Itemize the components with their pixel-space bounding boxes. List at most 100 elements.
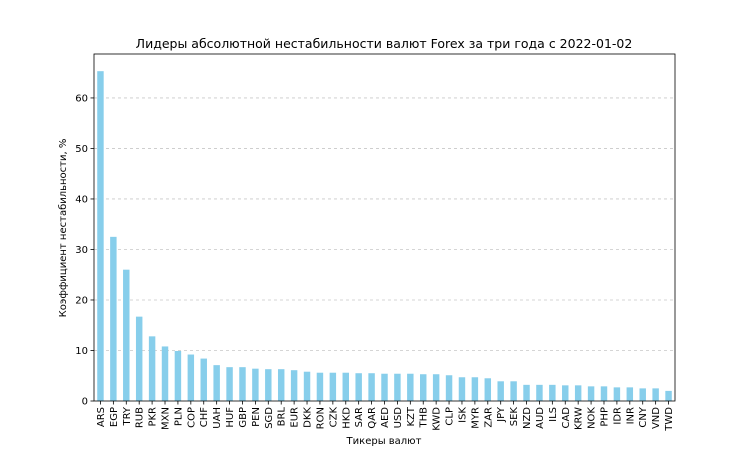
x-tick-label-try: TRY [122,406,133,426]
x-tick-label-thb: THB [419,407,430,429]
x-tick-label-sek: SEK [509,407,520,427]
y-tick-label: 30 [75,245,88,256]
bar-pkr [148,336,156,401]
plot-frame [93,53,676,402]
bar-aed [381,373,388,401]
bar-pen [252,368,259,401]
x-tick-label-nok: NOK [587,407,598,429]
x-tick-label-cny: CNY [638,406,649,427]
x-tick-label-sgd: SGD [264,407,275,429]
bar-dkk [303,371,311,401]
bar-sgd [265,369,272,401]
x-tick-label-mxn: MXN [161,407,172,430]
bar-mxn [161,346,169,401]
bar-try [123,269,130,401]
bar-vnd [652,388,659,401]
bar-pln [174,350,182,401]
bar-kzt [407,373,414,401]
bar-ars [97,71,104,401]
bar-clp [445,375,453,401]
x-tick-label-egp: EGP [109,407,120,427]
bar-usd [394,373,401,401]
gridlines [94,97,675,351]
x-tick-label-rub: RUB [135,407,146,428]
bar-krw [574,385,582,401]
bar-sek [510,381,517,401]
x-tick-label-czk: CZK [328,407,339,428]
chart-title: Лидеры абсолютной нестабильности валют F… [136,36,633,51]
bar-ils [549,384,556,401]
bar-egp [110,236,117,401]
bar-czk [329,372,337,401]
bar-qar [368,373,375,401]
x-tick-label-usd: USD [393,407,404,429]
x-tick-label-twd: TWD [664,407,675,432]
x-tick-label-aed: AED [380,407,391,428]
y-tick-label: 20 [75,295,88,306]
bar-nzd [523,384,530,401]
x-tick-label-sar: SAR [354,407,365,427]
x-tick-label-kwd: KWD [432,407,443,431]
bar-gbp [239,367,246,401]
x-tick-label-nzd: NZD [522,407,533,429]
x-tick-label-inr: INR [625,407,636,424]
x-tick-label-dkk: DKK [303,407,314,428]
bar-thb [420,374,427,401]
x-tick-label-krw: KRW [574,407,585,430]
bars [97,71,672,401]
bar-ron [316,372,324,401]
x-tick-label-eur: EUR [290,407,301,428]
bar-inr [626,387,634,401]
x-tick-label-pkr: PKR [148,407,159,427]
x-tick-label-pln: PLN [173,407,184,426]
bar-kwd [432,374,440,401]
bar-isk [458,377,466,401]
bar-cop [187,354,195,401]
bar-nok [587,386,595,401]
y-axis-ticks: 0 10 20 30 40 50 60 [75,93,94,408]
x-tick-label-brl: BRL [277,407,288,427]
x-axis-label: Тикеры валют [346,436,422,447]
x-tick-label-huf: HUF [225,407,236,428]
y-tick-label: 40 [75,194,88,205]
x-tick-label-ars: ARS [96,407,107,427]
x-tick-label-zar: ZAR [483,407,494,428]
bar-huf [226,367,233,401]
x-axis-ticks: ARS EGP TRY RUB PKR MXN PLN COP CHF UAH HUF GBP PEN S… [96,401,675,432]
bar-jpy [497,381,504,401]
x-tick-label-chf: CHF [199,407,210,428]
x-tick-label-clp: CLP [445,407,456,426]
x-tick-label-myr: MYR [470,407,481,429]
bar-cad [562,385,569,401]
bar-aud [536,384,543,401]
bar-idr [613,387,621,401]
bar-php [600,386,608,401]
x-tick-label-vnd: VND [651,407,662,429]
x-tick-label-jpy: JPY [496,406,507,423]
x-tick-label-ron: RON [315,407,326,429]
bar-twd [665,390,672,401]
x-tick-label-aud: AUD [535,407,546,429]
x-tick-label-cop: COP [186,407,197,428]
bar-eur [290,370,298,401]
bar-zar [484,378,492,401]
y-tick-label: 60 [75,93,88,104]
bar-brl [277,369,285,401]
y-tick-label: 50 [75,144,88,155]
x-tick-label-isk: ISK [457,407,468,423]
bar-uah [213,365,220,401]
x-tick-label-idr: IDR [612,407,623,425]
bar-hkd [342,372,349,401]
bar-chf [200,358,207,401]
bar-cny [639,388,646,401]
y-tick-label: 10 [75,346,88,357]
x-tick-label-pen: PEN [251,407,262,427]
x-tick-label-hkd: HKD [341,407,352,429]
y-tick-label: 0 [82,397,88,408]
x-tick-label-kzt: KZT [406,406,417,426]
x-tick-label-ils: ILS [548,407,559,422]
bar-rub [135,316,143,401]
x-tick-label-cad: CAD [561,407,572,429]
x-tick-label-uah: UAH [212,407,223,429]
